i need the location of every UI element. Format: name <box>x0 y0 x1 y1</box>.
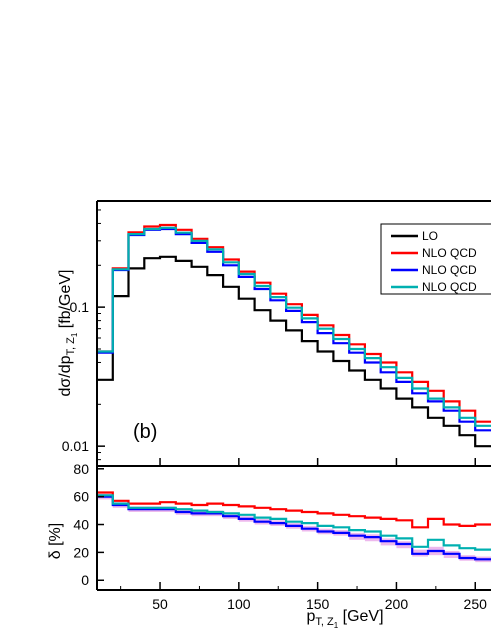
series-line-top-2 <box>97 227 491 432</box>
series-line-bottom-0 <box>97 491 491 529</box>
top-panel: 0.01 0.1 (b) LO NLO QCD NLO QCD NLO QCD dσ/d… <box>57 200 491 466</box>
legend: LO NLO QCD NLO QCD NLO QCD <box>380 223 491 295</box>
series-line-top-3 <box>97 226 491 427</box>
xtick-label-1: 100 <box>227 596 251 612</box>
x-axis-title: pT, Z1 [GeV] <box>306 608 383 630</box>
xtick-label-3: 200 <box>385 596 409 612</box>
xtick-label-2: 150 <box>306 596 330 612</box>
top-ytick-label-1: 0.1 <box>70 299 90 315</box>
bottom-ytick-label-3: 60 <box>73 489 89 505</box>
y-axis-title-top: dσ/dpT, Z1 [fb/GeV] <box>57 270 79 397</box>
bottom-ytick-label-4: 80 <box>73 461 89 477</box>
legend-label-2: NLO QCD <box>422 263 477 277</box>
series-line-bottom-2 <box>97 494 491 551</box>
series-line-bottom-1 <box>97 495 491 561</box>
legend-label-0: LO <box>422 229 438 243</box>
panel-tag: (b) <box>133 421 157 443</box>
xtick-label-0: 50 <box>152 596 168 612</box>
legend-label-1: NLO QCD <box>422 246 477 260</box>
series-line-top-0 <box>97 255 491 448</box>
bottom-ytick-label-0: 0 <box>81 572 89 588</box>
series-line-top-1 <box>97 223 491 423</box>
bottom-panel: 0 20 40 60 80 50 100 150 200 250 δ [%] pT, Z1 [G… <box>47 461 491 630</box>
bottom-ytick-label-2: 40 <box>73 517 89 533</box>
legend-label-3: NLO QCD <box>422 280 477 294</box>
top-ytick-label-0: 0.01 <box>62 438 89 454</box>
bottom-ytick-label-1: 20 <box>73 544 89 560</box>
xtick-label-4: 250 <box>464 596 488 612</box>
y-axis-title-bottom: δ [%] <box>47 523 64 559</box>
